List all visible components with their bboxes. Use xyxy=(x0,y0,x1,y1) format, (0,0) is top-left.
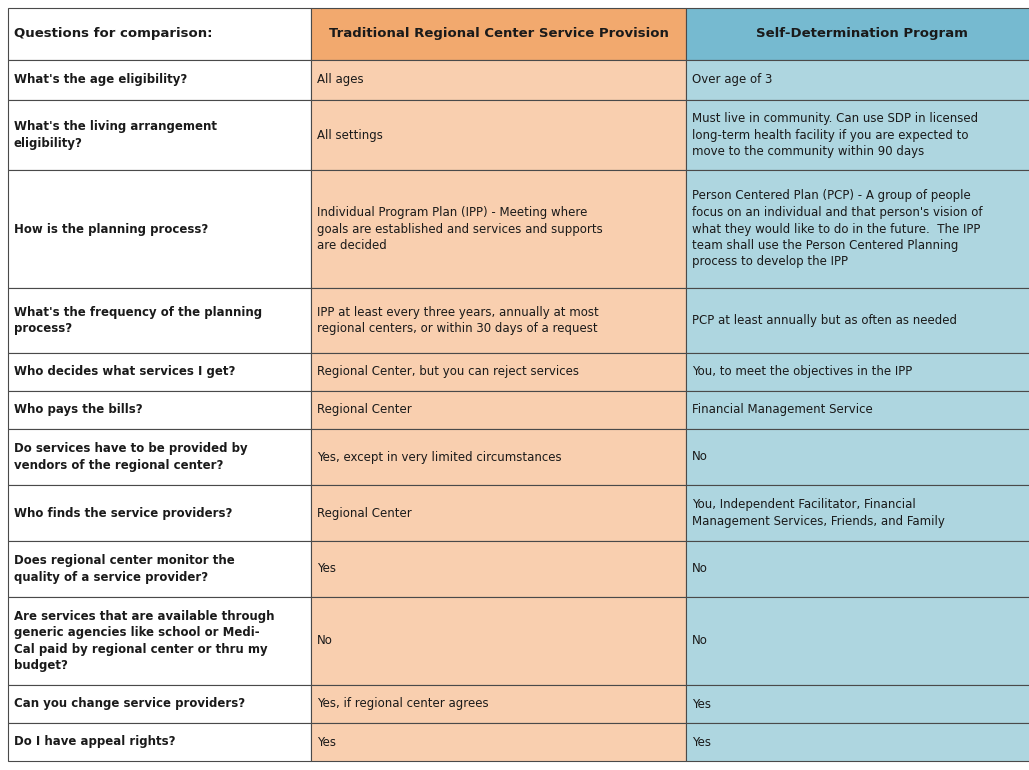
Text: How is the planning process?: How is the planning process? xyxy=(14,223,208,236)
Text: No: No xyxy=(691,563,708,575)
Text: Are services that are available through
generic agencies like school or Medi-
Ca: Are services that are available through … xyxy=(14,610,275,672)
Bar xyxy=(311,685,686,723)
Bar xyxy=(8,288,311,353)
Bar xyxy=(8,100,311,170)
Text: Yes: Yes xyxy=(691,698,711,711)
Bar xyxy=(686,8,1029,60)
Text: Who pays the bills?: Who pays the bills? xyxy=(14,403,143,417)
Bar xyxy=(8,429,311,485)
Text: Questions for comparison:: Questions for comparison: xyxy=(14,28,213,41)
Text: Financial Management Service: Financial Management Service xyxy=(691,403,873,417)
Bar xyxy=(686,391,1029,429)
Text: Individual Program Plan (IPP) - Meeting where
goals are established and services: Individual Program Plan (IPP) - Meeting … xyxy=(317,206,603,252)
Text: Yes: Yes xyxy=(317,563,336,575)
Text: Over age of 3: Over age of 3 xyxy=(691,73,773,86)
Text: Yes, except in very limited circumstances: Yes, except in very limited circumstance… xyxy=(317,450,562,464)
Text: Yes: Yes xyxy=(691,735,711,748)
Bar xyxy=(311,288,686,353)
Text: Can you change service providers?: Can you change service providers? xyxy=(14,698,245,711)
Bar xyxy=(311,391,686,429)
Bar xyxy=(686,541,1029,597)
Text: What's the frequency of the planning
process?: What's the frequency of the planning pro… xyxy=(14,306,262,335)
Text: PCP at least annually but as often as needed: PCP at least annually but as often as ne… xyxy=(691,314,957,327)
Bar xyxy=(311,170,686,288)
Text: Yes: Yes xyxy=(317,735,336,748)
Bar xyxy=(686,288,1029,353)
Bar xyxy=(686,353,1029,391)
Bar xyxy=(311,8,686,60)
Text: Regional Center: Regional Center xyxy=(317,507,412,520)
Bar xyxy=(686,597,1029,685)
Bar xyxy=(8,353,311,391)
Text: IPP at least every three years, annually at most
regional centers, or within 30 : IPP at least every three years, annually… xyxy=(317,306,599,335)
Bar xyxy=(8,723,311,761)
Text: Do I have appeal rights?: Do I have appeal rights? xyxy=(14,735,176,748)
Bar xyxy=(686,723,1029,761)
Text: Do services have to be provided by
vendors of the regional center?: Do services have to be provided by vendo… xyxy=(14,442,248,472)
Text: Yes, if regional center agrees: Yes, if regional center agrees xyxy=(317,698,489,711)
Text: No: No xyxy=(691,450,708,464)
Bar xyxy=(686,60,1029,100)
Bar xyxy=(8,541,311,597)
Bar xyxy=(686,429,1029,485)
Text: Does regional center monitor the
quality of a service provider?: Does regional center monitor the quality… xyxy=(14,554,235,584)
Text: Who finds the service providers?: Who finds the service providers? xyxy=(14,507,233,520)
Bar xyxy=(8,391,311,429)
Text: Traditional Regional Center Service Provision: Traditional Regional Center Service Prov… xyxy=(328,28,669,41)
Bar xyxy=(8,485,311,541)
Text: No: No xyxy=(317,634,332,648)
Text: Regional Center, but you can reject services: Regional Center, but you can reject serv… xyxy=(317,366,579,379)
Bar xyxy=(8,170,311,288)
Text: Person Centered Plan (PCP) - A group of people
focus on an individual and that p: Person Centered Plan (PCP) - A group of … xyxy=(691,189,983,269)
Bar xyxy=(311,541,686,597)
Text: Self-Determination Program: Self-Determination Program xyxy=(755,28,967,41)
Bar xyxy=(311,723,686,761)
Text: What's the living arrangement
eligibility?: What's the living arrangement eligibilit… xyxy=(14,120,217,149)
Text: You, Independent Facilitator, Financial
Management Services, Friends, and Family: You, Independent Facilitator, Financial … xyxy=(691,498,945,527)
Bar xyxy=(8,597,311,685)
Text: What's the age eligibility?: What's the age eligibility? xyxy=(14,73,187,86)
Bar xyxy=(686,170,1029,288)
Bar xyxy=(686,100,1029,170)
Text: Who decides what services I get?: Who decides what services I get? xyxy=(14,366,236,379)
Bar xyxy=(311,100,686,170)
Bar xyxy=(8,8,311,60)
Bar xyxy=(311,353,686,391)
Text: Regional Center: Regional Center xyxy=(317,403,412,417)
Text: You, to meet the objectives in the IPP: You, to meet the objectives in the IPP xyxy=(691,366,913,379)
Bar xyxy=(8,685,311,723)
Bar xyxy=(8,60,311,100)
Text: All settings: All settings xyxy=(317,129,383,142)
Text: Must live in community. Can use SDP in licensed
long-term health facility if you: Must live in community. Can use SDP in l… xyxy=(691,112,979,158)
Bar xyxy=(311,597,686,685)
Bar xyxy=(686,685,1029,723)
Bar xyxy=(311,429,686,485)
Bar xyxy=(686,485,1029,541)
Text: No: No xyxy=(691,634,708,648)
Bar xyxy=(311,485,686,541)
Bar xyxy=(311,60,686,100)
Text: All ages: All ages xyxy=(317,73,363,86)
